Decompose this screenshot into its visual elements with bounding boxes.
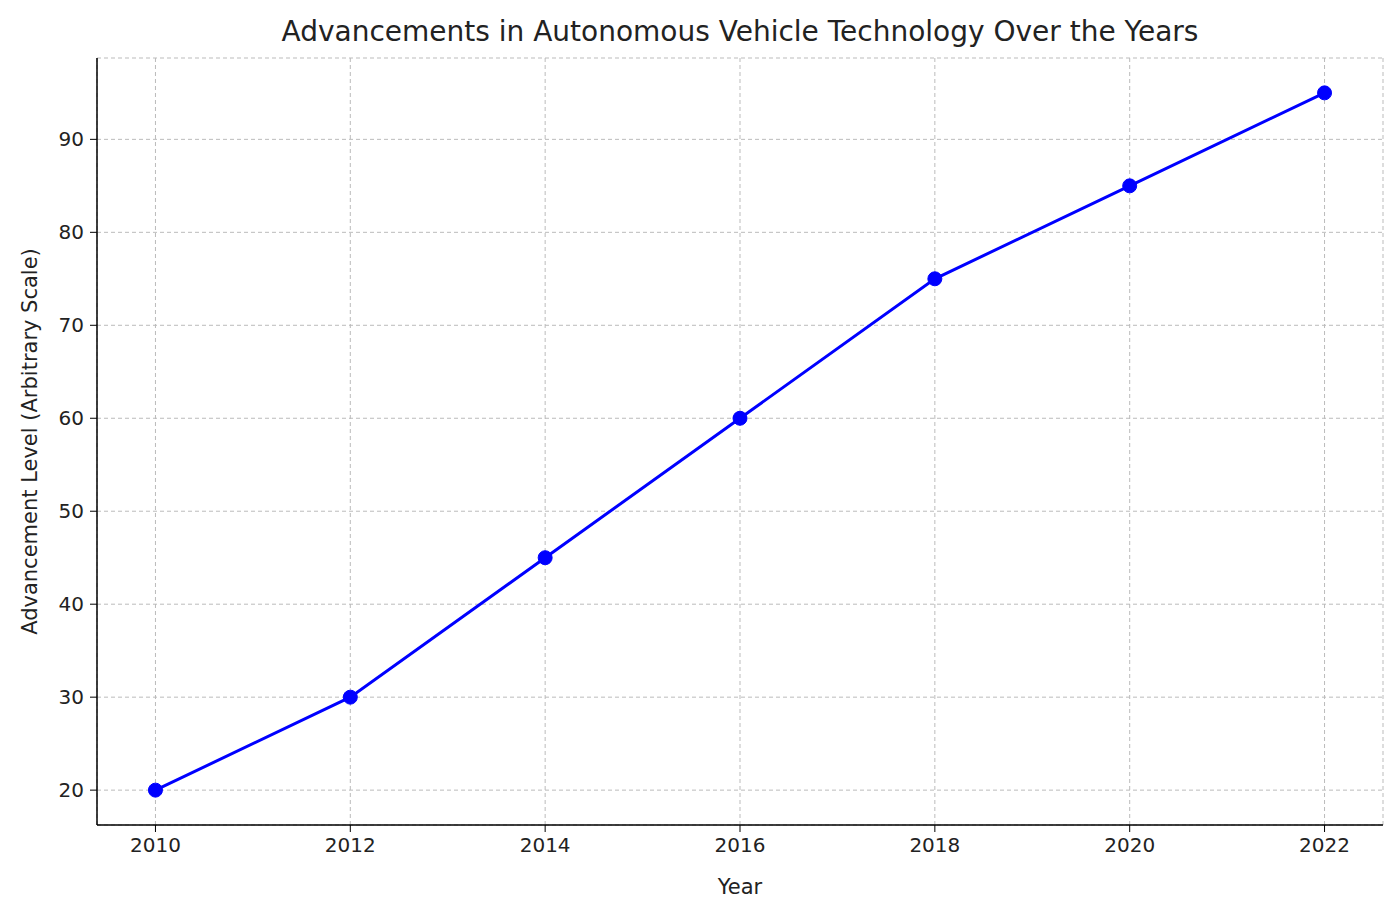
svg-text:40: 40: [59, 592, 84, 616]
svg-text:70: 70: [59, 313, 84, 337]
svg-text:90: 90: [59, 127, 84, 151]
svg-text:30: 30: [59, 685, 84, 709]
html-text:Advancements in Autonomous Veh: Advancements in Autonomous Vehicle Techn…: [281, 15, 1199, 48]
svg-text:60: 60: [59, 406, 84, 430]
svg-text:80: 80: [59, 220, 84, 244]
svg-text:Advancement Level (Arbitrary S: Advancement Level (Arbitrary Scale): [18, 248, 42, 635]
svg-text:2010: 2010: [130, 833, 181, 857]
svg-text:2018: 2018: [909, 833, 960, 857]
svg-text:2022: 2022: [1299, 833, 1350, 857]
svg-text:2012: 2012: [325, 833, 376, 857]
svg-text:2016: 2016: [715, 833, 766, 857]
svg-text:50: 50: [59, 499, 84, 523]
svg-text:20: 20: [59, 778, 84, 802]
svg-text:Year: Year: [717, 875, 763, 899]
svg-text:2014: 2014: [520, 833, 571, 857]
svg-text:2020: 2020: [1104, 833, 1155, 857]
